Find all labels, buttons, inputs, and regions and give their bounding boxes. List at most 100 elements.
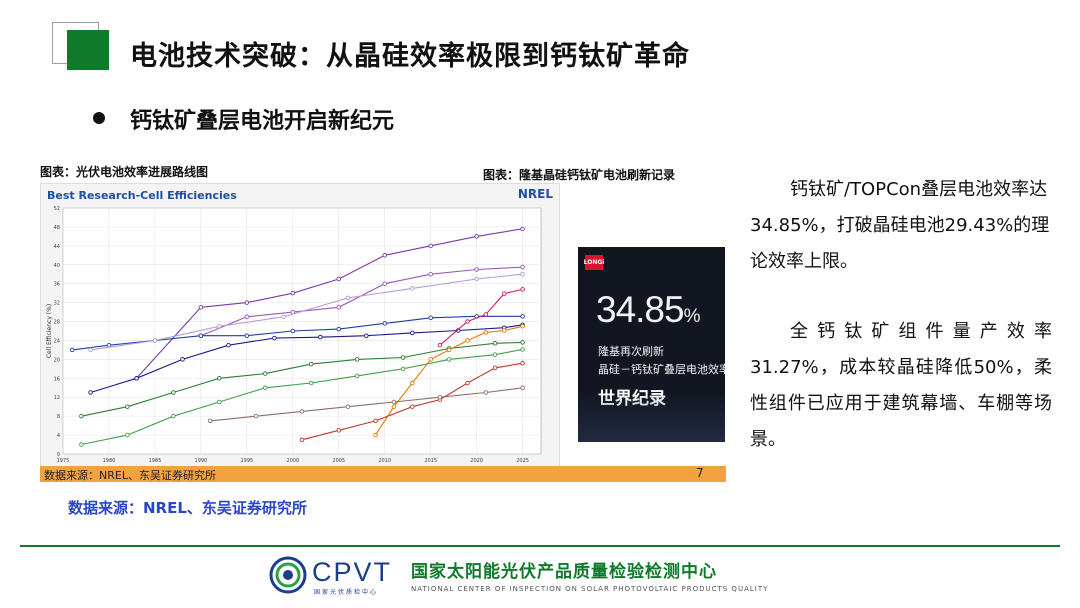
organization-name-en: NATIONAL CENTER OF INSPECTION ON SOLAR P… <box>411 585 769 593</box>
x-tick-label: 1995 <box>240 458 253 464</box>
chart-title: Best Research-Cell Efficiencies <box>47 189 237 202</box>
data-point <box>354 373 360 379</box>
data-point <box>198 305 204 310</box>
data-point <box>446 357 452 362</box>
y-axis-label: Cell Efficiency (%) <box>46 304 53 358</box>
data-point <box>354 357 360 362</box>
data-point <box>373 418 378 424</box>
y-tick-label: 16 <box>54 376 60 382</box>
data-point <box>171 390 176 395</box>
data-point <box>520 264 525 270</box>
source-bar-text: 数据来源：NREL、东吴证券研究所 <box>44 469 216 482</box>
y-tick-label: 4 <box>57 433 60 439</box>
data-point <box>465 338 470 343</box>
longi-logo: LONGi <box>584 255 604 270</box>
data-point <box>152 338 158 343</box>
data-point <box>244 300 250 305</box>
data-point <box>520 314 525 319</box>
data-point <box>382 281 387 286</box>
data-point <box>69 347 75 353</box>
data-point <box>79 413 84 419</box>
data-point <box>382 253 387 258</box>
data-point <box>410 286 415 291</box>
record-glow <box>578 392 725 442</box>
slide-title: 电池技术突破：从晶硅效率极限到钙钛矿革命 <box>130 41 690 72</box>
series-line <box>301 362 523 441</box>
data-point <box>336 305 342 310</box>
footer-divider <box>20 545 1060 547</box>
description: 钙钛矿/TOPCon叠层电池效率达34.85%，打破晶硅电池29.43%的理论效… <box>750 172 1052 458</box>
bullet-heading: 钙钛矿叠层电池开启新纪元 <box>130 109 395 134</box>
page-number: 7 <box>696 466 704 480</box>
data-point <box>492 365 498 371</box>
data-point <box>272 335 277 341</box>
data-point <box>428 315 433 321</box>
x-tick-label: 2020 <box>470 458 483 464</box>
title-decoration-square <box>67 30 109 70</box>
data-point <box>501 328 507 333</box>
data-point <box>437 394 443 400</box>
data-point <box>410 404 415 409</box>
data-point <box>428 271 433 277</box>
data-source: 数据来源：NREL、东吴证券研究所 <box>68 499 307 517</box>
data-point <box>345 295 351 301</box>
x-tick-label: 2015 <box>424 458 437 464</box>
record-value: 34.85% <box>596 289 700 331</box>
x-tick-label: 1990 <box>195 458 208 464</box>
data-point <box>520 324 525 329</box>
data-point <box>474 234 479 239</box>
data-point <box>492 352 498 357</box>
data-point <box>483 390 489 395</box>
data-point <box>428 243 433 249</box>
record-image: LONGi 34.85% 隆基再次刷新 晶硅－钙钛矿叠层电池效率 世界纪录 <box>578 247 725 442</box>
data-point <box>520 287 525 292</box>
record-line-2: 晶硅－钙钛矿叠层电池效率 <box>598 363 725 376</box>
data-point <box>437 342 443 348</box>
data-point <box>244 333 250 338</box>
data-point <box>336 428 342 433</box>
y-tick-label: 36 <box>54 282 60 288</box>
y-tick-label: 48 <box>54 225 60 231</box>
y-tick-label: 44 <box>54 244 60 250</box>
paragraph-tandem: 钙钛矿/TOPCon叠层电池效率达34.85%，打破晶硅电池29.43%的理论效… <box>750 179 1050 272</box>
data-point <box>373 432 378 438</box>
organization-name-cn: 国家太阳能光伏产品质量检验检测中心 <box>411 562 717 582</box>
data-point <box>226 342 231 348</box>
data-point <box>520 340 525 345</box>
data-point <box>492 341 498 346</box>
data-point <box>382 321 387 326</box>
data-point <box>465 319 470 324</box>
data-point <box>391 404 397 409</box>
data-point <box>400 355 406 360</box>
data-point <box>253 413 259 419</box>
record-number: 34.85 <box>596 289 685 330</box>
data-point <box>217 376 222 381</box>
data-point <box>345 404 351 409</box>
data-point <box>281 314 286 320</box>
cpvt-subtitle: 国家光伏质检中心 <box>314 589 379 596</box>
data-point <box>400 366 406 372</box>
data-point <box>318 334 323 340</box>
y-tick-label: 24 <box>54 338 60 344</box>
data-point <box>299 437 305 443</box>
data-point <box>410 380 415 386</box>
y-tick-label: 28 <box>54 320 60 326</box>
data-point <box>106 342 112 348</box>
chart-caption-right: 图表：隆基晶硅钙钛矿电池刷新记录 <box>483 168 676 182</box>
data-point <box>410 330 415 336</box>
data-point <box>290 328 296 334</box>
cpvt-wordmark: CPVT <box>312 557 393 587</box>
data-point <box>474 267 479 272</box>
x-tick-label: 2005 <box>332 458 345 464</box>
series-line <box>210 387 523 422</box>
cpvt-logo-icon <box>269 556 307 594</box>
data-point <box>474 276 479 282</box>
chart-caption-left: 图表：光伏电池效率进展路线图 <box>40 165 209 179</box>
data-point <box>520 347 525 352</box>
data-point <box>217 399 222 405</box>
x-tick-label: 2025 <box>516 458 529 464</box>
record-unit: % <box>683 306 701 327</box>
data-point <box>180 357 185 362</box>
data-point <box>364 333 369 338</box>
